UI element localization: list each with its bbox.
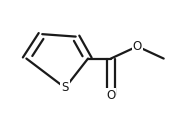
- Text: O: O: [106, 89, 115, 102]
- Text: O: O: [133, 40, 142, 53]
- Text: S: S: [61, 81, 69, 94]
